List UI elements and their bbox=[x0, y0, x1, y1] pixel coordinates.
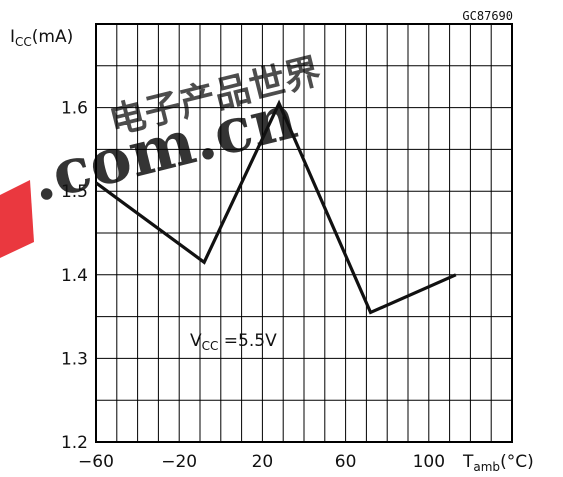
x-tick-labels: −60 −20 20 60 100 bbox=[78, 452, 445, 472]
grid bbox=[96, 24, 512, 442]
y-tick-label: 1.6 bbox=[61, 99, 88, 119]
y-tick-label: 1.3 bbox=[61, 349, 88, 369]
x-tick-label: 20 bbox=[252, 452, 274, 472]
series-group bbox=[95, 99, 457, 315]
figure-id: GC87690 bbox=[462, 9, 513, 23]
y-axis-label-main: I bbox=[10, 27, 15, 47]
y-tick-label: 1.4 bbox=[61, 266, 88, 286]
y-tick-label: 1.5 bbox=[61, 182, 88, 202]
watermark-red-shape bbox=[0, 180, 34, 258]
vcc-annotation-sub: CC bbox=[202, 339, 219, 353]
plot-frame bbox=[95, 23, 513, 443]
x-axis-label-main: T bbox=[462, 452, 474, 472]
x-axis-label: Tamb(°C) bbox=[462, 452, 534, 474]
x-tick-label: −60 bbox=[78, 452, 114, 472]
y-tick-labels: 1.2 1.3 1.4 1.5 1.6 bbox=[61, 99, 88, 453]
x-tick-label: −20 bbox=[161, 452, 197, 472]
y-axis-label: ICC(mA) bbox=[10, 27, 73, 49]
x-axis-label-unit: (°C) bbox=[500, 452, 534, 472]
vcc-annotation-rest: =5.5V bbox=[218, 331, 277, 351]
watermark: .com.cn 电子产品世界 bbox=[0, 50, 325, 258]
vcc-annotation-main: V bbox=[190, 331, 202, 351]
y-axis-label-unit: (mA) bbox=[32, 27, 73, 47]
x-tick-label: 60 bbox=[335, 452, 357, 472]
icc-series-line bbox=[95, 99, 457, 315]
x-tick-label: 100 bbox=[413, 452, 445, 472]
y-axis-label-sub: CC bbox=[15, 35, 32, 49]
vcc-annotation: VCC =5.5V bbox=[190, 331, 277, 353]
y-tick-label: 1.2 bbox=[61, 433, 88, 453]
x-axis-label-sub: amb bbox=[473, 460, 500, 474]
